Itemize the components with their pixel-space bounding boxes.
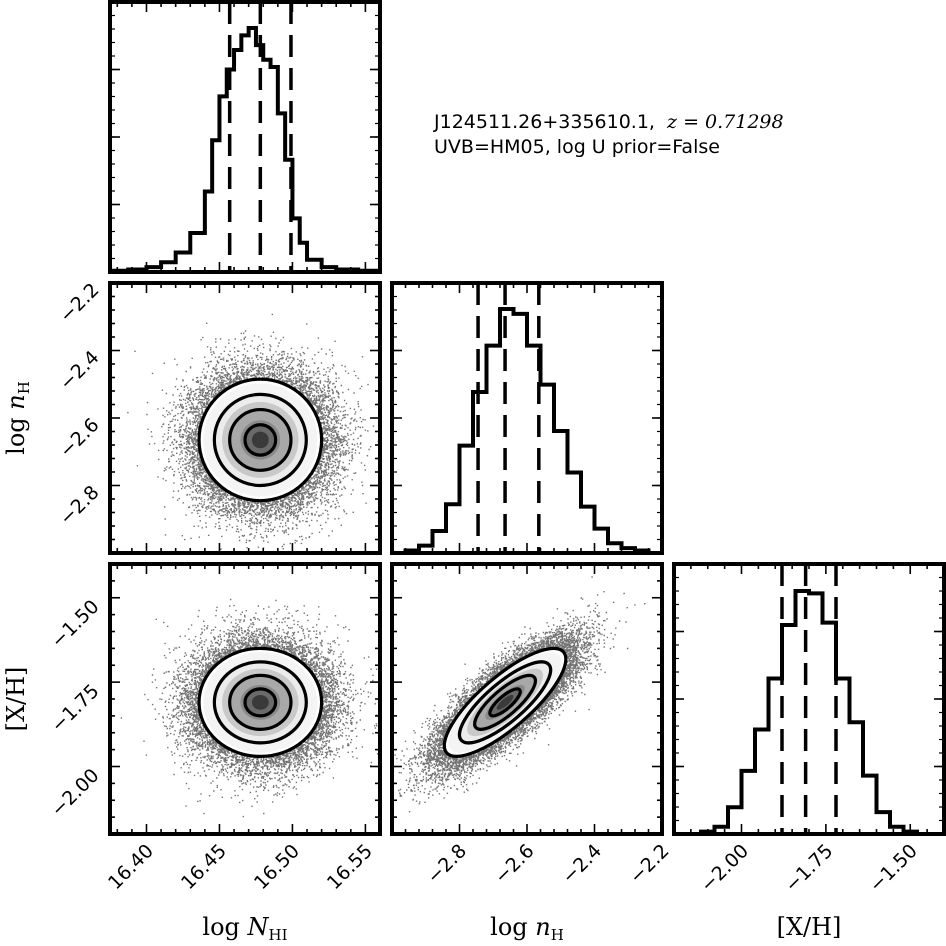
x-axis-label-logNHI: log NHI: [202, 913, 287, 944]
y-tick-label-XH: −1.50: [47, 596, 104, 653]
contour-1.5-sigma: [212, 660, 308, 745]
y-tick-label-XH: −1.75: [47, 680, 104, 737]
annotation-line2: UVB=HM05, log U prior=False: [434, 136, 720, 158]
annotation-line1: J124511.26+335610.1, z = 0.71298: [433, 111, 784, 133]
y-tick-label-lognH: −2.8: [55, 481, 103, 529]
hist-lognH: [392, 283, 662, 553]
contour-1.5-sigma: [457, 660, 553, 745]
contour-2-sigma: [197, 377, 324, 503]
y-tick-label-lognH: −2.4: [55, 346, 103, 394]
x-tick-label-logNHI: 16.50: [250, 840, 304, 894]
x-tick-label-lognH: −2.4: [558, 840, 606, 888]
x-axis-label-lognH: log nH: [490, 913, 564, 944]
y-tick-label-lognH: −2.6: [55, 414, 103, 462]
contour-0.5-sigma: [488, 687, 522, 718]
axes-frame-2-2: [672, 562, 946, 836]
x-tick-label-logNHI: 16.40: [104, 840, 158, 894]
y-tick-label-XH: −2.00: [47, 764, 104, 821]
contour-0.5-sigma: [243, 687, 278, 718]
histogram-logNHI: [110, 26, 380, 272]
contour-1-sigma: [473, 673, 538, 731]
axes-frame-0-0: [108, 0, 382, 274]
x-tick-label-XH: −1.50: [865, 840, 922, 897]
contour-1-sigma: [228, 673, 293, 731]
scatter-samples: [127, 313, 380, 553]
contour-1-sigma: [228, 407, 293, 472]
axes-frame-2-1: [390, 562, 664, 836]
axes-frame-1-0: [108, 281, 382, 555]
density-fill-7: [496, 694, 514, 710]
scatter-samples: [120, 598, 379, 818]
density-fill-7: [251, 431, 269, 449]
x-tick-label-logNHI: 16.55: [323, 840, 377, 894]
x-tick-label-lognH: −2.8: [423, 840, 471, 888]
hist-logNHI: [110, 2, 380, 272]
x-tick-label-logNHI: 16.45: [177, 840, 231, 894]
annotation-object: J124511.26+335610.1,: [433, 111, 655, 133]
axes-frame-1-1: [390, 281, 664, 555]
histogram-lognH: [392, 307, 662, 553]
contour-1.5-sigma: [212, 392, 308, 488]
histogram-XH: [674, 589, 944, 834]
contour-2-sigma: [442, 646, 568, 758]
axes-frame-2-0: [108, 562, 382, 836]
panel-XH-vs-lognH: [392, 576, 646, 813]
annotation-redshift: z = 0.71298: [666, 111, 784, 133]
panel-lognH-vs-logNHI: [127, 313, 380, 553]
y-axis-label-lognH: log nH: [2, 381, 33, 455]
x-axis-label-XH: [X/H]: [777, 913, 842, 941]
x-tick-label-lognH: −2.2: [625, 840, 673, 888]
contour-2-sigma: [197, 646, 324, 758]
y-tick-label-lognH: −2.2: [55, 279, 103, 327]
contour-0.5-sigma: [243, 423, 278, 457]
x-tick-label-lognH: −2.6: [490, 840, 538, 888]
x-tick-label-XH: −2.00: [696, 840, 753, 897]
x-tick-label-XH: −1.75: [781, 840, 838, 897]
hist-XH: [674, 564, 944, 834]
panel-XH-vs-logNHI: [120, 598, 379, 818]
y-axis-label-XH: [X/H]: [2, 667, 30, 732]
density-fill-7: [251, 694, 269, 710]
